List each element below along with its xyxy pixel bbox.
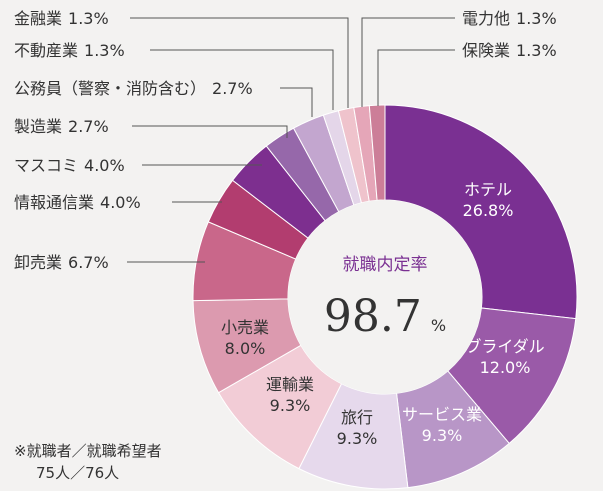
- donut-slices: [192, 104, 578, 490]
- slice-value: 2.7%: [212, 79, 253, 98]
- outer-label-情報通信業: 情報通信業 4.0%: [14, 193, 141, 212]
- leader-不動産業: [150, 49, 334, 110]
- slice-label-旅行: 旅行 9.3%: [337, 408, 378, 448]
- slice-value: 4.0%: [100, 193, 141, 212]
- leader-製造業: [132, 125, 288, 138]
- slice-name: 小売業: [221, 318, 269, 337]
- footnote-ratio-value: 75人／76人: [36, 464, 120, 482]
- slice-name: ブライダル: [465, 337, 544, 356]
- center-rate: 98.7: [324, 291, 422, 342]
- slice-name: 製造業: [14, 117, 62, 136]
- slice-name: サービス業: [402, 405, 482, 424]
- slice-value: 9.3%: [270, 396, 311, 415]
- leader-公務員警察消防含む: [280, 87, 313, 117]
- outer-label-製造業: 製造業 2.7%: [14, 117, 109, 136]
- leader-保険業: [377, 49, 455, 106]
- slice-value: 2.7%: [68, 117, 109, 136]
- slice-name: マスコミ: [14, 156, 78, 175]
- slice-value: 1.3%: [68, 9, 109, 28]
- slice-name: 金融業: [14, 9, 62, 28]
- slice-name: 情報通信業: [14, 193, 94, 212]
- slice-value: 8.0%: [225, 339, 266, 358]
- slice-value: 1.3%: [516, 9, 557, 28]
- slice-label-サービス業: サービス業 9.3%: [402, 405, 482, 445]
- slice-labels: ホテル 26.8% ブライダル 12.0% サービス業 9.3% 旅行 9.3% 運輸業 9.3%…: [14, 9, 557, 448]
- donut-hole: [288, 200, 482, 394]
- slice-value: 1.3%: [516, 41, 557, 60]
- slice-label-運輸業: 運輸業 9.3%: [266, 375, 314, 415]
- leader-lines: [127, 17, 455, 263]
- slice-value: 12.0%: [480, 358, 531, 377]
- slice-name: 保険業: [462, 41, 510, 60]
- outer-label-保険業: 保険業 1.3%: [462, 41, 557, 60]
- center-value: 98.7 %: [324, 291, 446, 342]
- center-label: 就職内定率: [343, 255, 428, 275]
- slice-value: 4.0%: [84, 156, 125, 175]
- slice-value: 9.3%: [422, 426, 463, 445]
- outer-label-不動産業: 不動産業 1.3%: [14, 41, 125, 60]
- slice-name: 公務員（警察・消防含む）: [14, 79, 206, 98]
- slice-value: 26.8%: [463, 201, 514, 220]
- slice-label-小売業: 小売業 8.0%: [221, 318, 269, 358]
- slice-label-ブライダル: ブライダル 12.0%: [465, 337, 544, 377]
- slice-value: 1.3%: [84, 41, 125, 60]
- outer-label-公務員警察消防含む: 公務員（警察・消防含む） 2.7%: [14, 79, 253, 98]
- footnote: ※就職者／就職希望者 75人／76人: [14, 440, 162, 484]
- leader-電力他: [361, 17, 455, 107]
- center-unit: %: [431, 316, 446, 335]
- outer-label-金融業: 金融業 1.3%: [14, 9, 109, 28]
- outer-label-卸売業: 卸売業 6.7%: [14, 253, 109, 272]
- leader-金融業: [130, 17, 349, 108]
- slice-name: 卸売業: [14, 253, 62, 272]
- outer-label-マスコミ: マスコミ 4.0%: [14, 156, 125, 175]
- slice-value: 6.7%: [68, 253, 109, 272]
- footnote-ratio-label: ※就職者／就職希望者: [14, 442, 162, 460]
- slice-name: ホテル: [464, 180, 512, 199]
- slice-value: 9.3%: [337, 429, 378, 448]
- slice-label-ホテル: ホテル 26.8%: [463, 180, 514, 220]
- slice-name: 不動産業: [14, 41, 78, 60]
- slice-name: 運輸業: [266, 375, 314, 394]
- outer-label-電力他: 電力他 1.3%: [462, 9, 557, 28]
- slice-name: 電力他: [462, 9, 510, 28]
- slice-name: 旅行: [341, 408, 373, 427]
